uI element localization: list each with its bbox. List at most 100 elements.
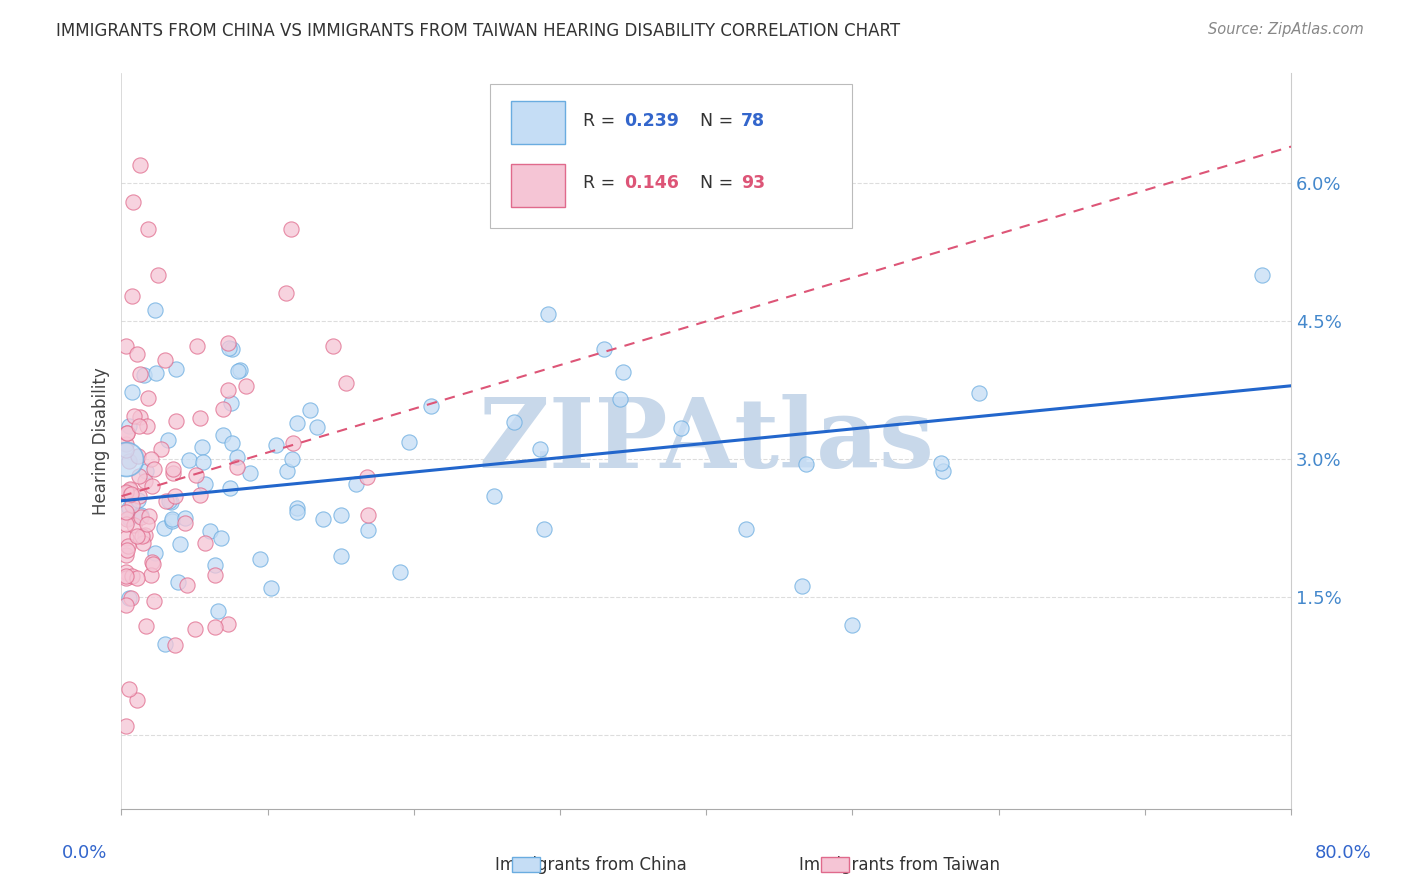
Point [143, 303, 166, 318]
Point [329, 549, 352, 563]
Point [114, 549, 136, 563]
Point [967, 386, 990, 401]
Point [165, 414, 187, 428]
Point [235, 378, 257, 392]
Point [143, 594, 166, 608]
FancyBboxPatch shape [510, 101, 565, 145]
Point [280, 222, 302, 236]
Point [128, 508, 150, 522]
Point [420, 399, 443, 413]
Point [117, 539, 139, 553]
Point [114, 531, 136, 545]
Point [330, 508, 353, 522]
Point [128, 409, 150, 424]
Point [932, 464, 955, 478]
Point [357, 508, 380, 522]
Point [162, 514, 184, 528]
Point [135, 464, 157, 478]
Point [529, 442, 551, 456]
Point [160, 512, 183, 526]
Point [249, 551, 271, 566]
Point [132, 536, 155, 550]
Point [239, 466, 262, 480]
Text: IMMIGRANTS FROM CHINA VS IMMIGRANTS FROM TAIWAN HEARING DISABILITY CORRELATION C: IMMIGRANTS FROM CHINA VS IMMIGRANTS FROM… [56, 22, 900, 40]
Point [264, 438, 287, 452]
Point [129, 158, 152, 172]
Point [145, 366, 167, 380]
Point [141, 568, 163, 582]
Point [221, 342, 243, 356]
Point [115, 485, 138, 500]
Point [193, 476, 215, 491]
Text: 0.239: 0.239 [624, 112, 679, 130]
Point [157, 493, 180, 508]
Point [176, 578, 198, 592]
Point [229, 363, 252, 377]
Point [204, 558, 226, 573]
Text: N =: N = [700, 112, 740, 130]
Point [120, 591, 142, 606]
Y-axis label: Hearing Disability: Hearing Disability [93, 368, 110, 515]
Point [298, 403, 321, 417]
Point [211, 402, 233, 417]
Point [735, 522, 758, 536]
Point [135, 517, 157, 532]
Point [169, 537, 191, 551]
Point [226, 364, 249, 378]
Point [127, 493, 149, 508]
Point [125, 529, 148, 543]
Point [389, 565, 412, 579]
Point [115, 542, 138, 557]
Point [114, 452, 136, 467]
Point [118, 483, 141, 498]
Point [150, 442, 173, 456]
Point [118, 682, 141, 697]
Point [114, 571, 136, 585]
Point [794, 457, 817, 471]
Point [143, 462, 166, 476]
Point [218, 481, 240, 495]
Point [217, 383, 239, 397]
Point [174, 516, 197, 531]
Point [312, 512, 335, 526]
Point [841, 618, 863, 632]
Point [117, 426, 139, 441]
Point [118, 488, 141, 502]
Point [114, 517, 136, 532]
Point [114, 719, 136, 733]
FancyBboxPatch shape [489, 84, 852, 227]
Point [218, 341, 240, 355]
Point [131, 529, 153, 543]
Point [186, 339, 208, 353]
Point [792, 578, 814, 592]
Point [146, 268, 169, 283]
Point [285, 416, 308, 430]
Point [177, 452, 200, 467]
Text: 93: 93 [741, 174, 765, 193]
Point [188, 487, 211, 501]
Point [122, 409, 145, 423]
Point [115, 512, 138, 526]
Point [114, 569, 136, 583]
Point [285, 505, 308, 519]
Point [162, 466, 184, 480]
Point [356, 470, 378, 484]
Point [118, 510, 141, 524]
Text: N =: N = [700, 174, 740, 193]
Point [129, 508, 152, 523]
Point [122, 194, 145, 209]
Point [212, 428, 235, 442]
Point [121, 499, 143, 513]
Point [114, 339, 136, 353]
Point [207, 604, 229, 618]
Point [127, 449, 149, 463]
Point [159, 495, 181, 509]
Text: 78: 78 [741, 112, 765, 130]
Point [217, 335, 239, 350]
Point [163, 489, 186, 503]
Point [127, 693, 149, 707]
Point [929, 456, 952, 470]
Text: Immigrants from Taiwan: Immigrants from Taiwan [800, 856, 1000, 874]
Text: Source: ZipAtlas.com: Source: ZipAtlas.com [1208, 22, 1364, 37]
Text: 0.146: 0.146 [624, 174, 679, 193]
